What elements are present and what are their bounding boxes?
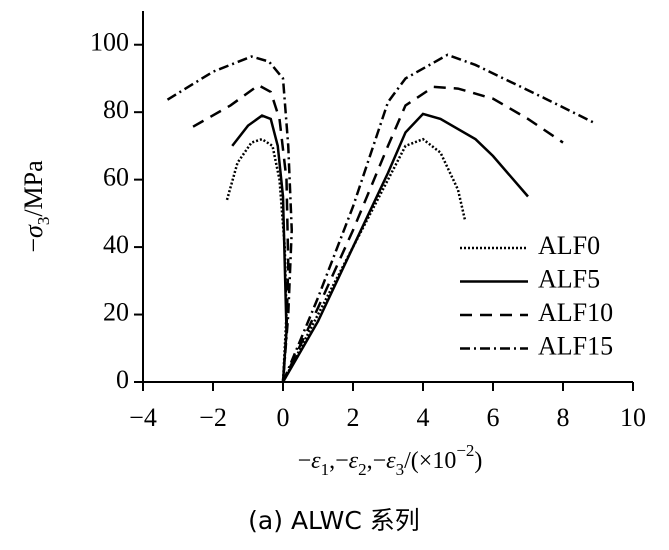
x-axis-label-part: /(×10 [404,448,456,474]
series-line [166,53,597,383]
x-axis-label-part: 3 [396,460,405,479]
y-axis-label-part: σ [19,224,48,238]
y-tick-label: 100 [90,28,129,57]
legend-label: ALF5 [538,264,600,293]
x-tick-label: 8 [557,403,570,432]
x-axis-label-part: 1 [321,460,330,479]
x-axis-label-part: ,− [367,448,387,474]
x-tick-label: 6 [487,403,500,432]
x-tick-label: 2 [347,403,360,432]
y-tick-label: 40 [103,230,129,259]
x-axis-label: −ε1,−ε2,−ε3/(×10−2) [298,441,483,479]
x-axis-label-part: ,− [329,448,349,474]
x-axis-label-part: − [298,448,312,474]
x-tick-label: −4 [129,403,157,432]
x-axis-label-part: ε [349,448,359,474]
x-tick-label: 10 [620,403,646,432]
x-axis-label-part: ε [311,448,321,474]
y-tick-label: 80 [103,95,129,124]
legend-label: ALF10 [538,298,613,327]
x-tick-label: −2 [199,403,227,432]
y-axis-label-part: /MPa [19,160,48,217]
y-tick-label: 20 [103,298,129,327]
y-tick-label: 0 [116,365,129,394]
legend-label: ALF0 [538,231,600,260]
x-axis-label-part: ) [474,448,482,474]
y-axis-label-part: 3 [34,217,53,226]
legend-label: ALF15 [538,331,613,360]
x-tick-label: 0 [277,403,290,432]
y-tick-label: 60 [103,163,129,192]
series-line [192,83,564,383]
x-axis-label-part: ε [386,448,396,474]
chart-title: (a) ALWC 系列 [248,506,420,535]
y-axis-label: −σ3/MPa [19,160,53,253]
y-axis-label-part: − [19,238,48,253]
x-axis-label-part: −2 [456,441,474,460]
x-axis-label-part: 2 [358,460,367,479]
x-tick-label: 4 [417,403,430,432]
series-line [231,112,529,383]
